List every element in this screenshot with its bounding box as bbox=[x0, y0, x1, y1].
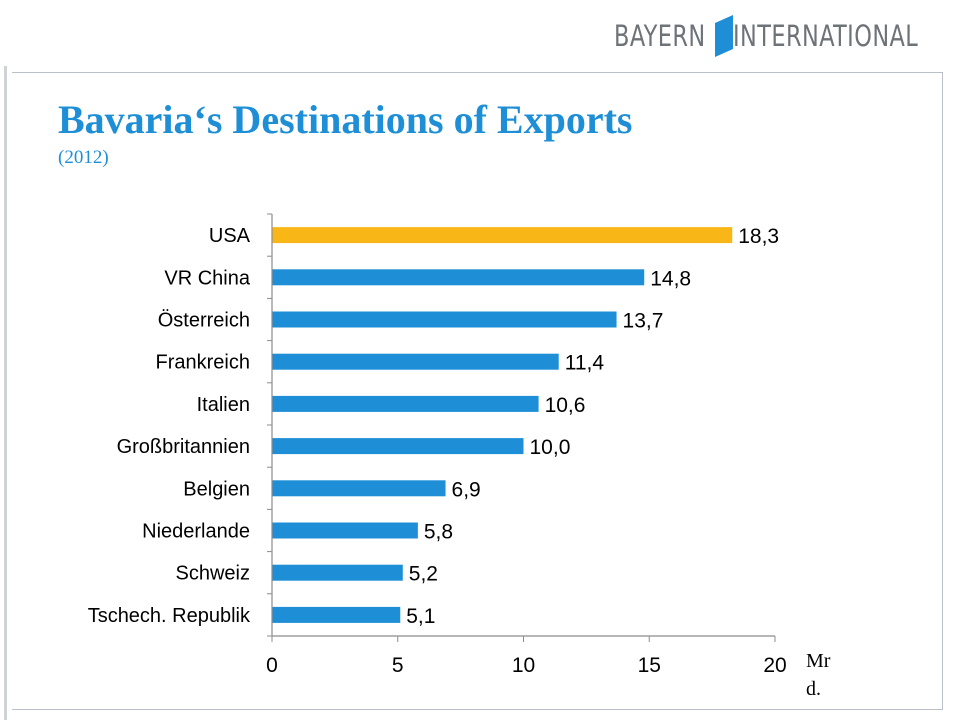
bar-italien bbox=[272, 395, 539, 412]
logo-word-international: INTERNATIONAL bbox=[732, 19, 918, 53]
category-label-belgien: Belgien bbox=[183, 478, 250, 500]
slide-subtitle: (2012) bbox=[58, 147, 109, 168]
bar-grossbritannien bbox=[272, 438, 524, 455]
bar-belgien bbox=[272, 480, 446, 497]
bar-oesterreich bbox=[272, 311, 617, 328]
value-label-frankreich: 11,4 bbox=[565, 352, 605, 375]
category-label-schweiz: Schweiz bbox=[176, 563, 250, 585]
bar-niederlande bbox=[272, 522, 418, 539]
bar-schweiz bbox=[272, 564, 403, 581]
x-tick-label-5: 5 bbox=[392, 654, 404, 677]
x-tick-label-10: 10 bbox=[512, 654, 535, 677]
x-tick-label-15: 15 bbox=[638, 654, 661, 677]
x-tick-label-20: 20 bbox=[763, 654, 786, 677]
value-label-usa: 18,3 bbox=[738, 225, 779, 248]
category-label-vr-china: VR China bbox=[164, 267, 250, 289]
category-label-italien: Italien bbox=[197, 394, 250, 416]
slide-title: Bavaria‘s Destinations of Exports bbox=[58, 97, 633, 142]
bar-tschech-republik bbox=[272, 606, 401, 623]
bar-vr-china bbox=[272, 269, 645, 286]
category-label-grossbritannien: Großbritannien bbox=[117, 436, 250, 458]
value-label-oesterreich: 13,7 bbox=[623, 310, 664, 333]
bayern-international-logo: BAYERN INTERNATIONAL bbox=[614, 14, 948, 58]
bar-usa bbox=[272, 227, 733, 244]
slide-frame bbox=[12, 72, 943, 710]
left-accent-rule bbox=[4, 66, 7, 720]
category-label-tschech-republik: Tschech. Republik bbox=[88, 605, 251, 627]
bar-frankreich bbox=[272, 353, 559, 370]
logo-flag-icon bbox=[714, 15, 733, 57]
category-label-oesterreich: Österreich bbox=[158, 310, 250, 332]
value-label-tschech-republik: 5,1 bbox=[406, 605, 435, 628]
x-tick-label-0: 0 bbox=[266, 654, 278, 677]
value-label-schweiz: 5,2 bbox=[409, 563, 438, 586]
category-label-niederlande: Niederlande bbox=[142, 521, 250, 543]
value-label-italien: 10,6 bbox=[545, 394, 586, 417]
value-label-vr-china: 14,8 bbox=[650, 267, 691, 290]
logo-word-bayern: BAYERN bbox=[614, 19, 706, 53]
unit-label: Mrd. bbox=[806, 650, 831, 700]
value-label-belgien: 6,9 bbox=[452, 478, 481, 501]
category-label-usa: USA bbox=[209, 225, 251, 247]
value-label-grossbritannien: 10,0 bbox=[530, 436, 571, 459]
category-label-frankreich: Frankreich bbox=[156, 352, 250, 374]
value-label-niederlande: 5,8 bbox=[424, 521, 453, 544]
